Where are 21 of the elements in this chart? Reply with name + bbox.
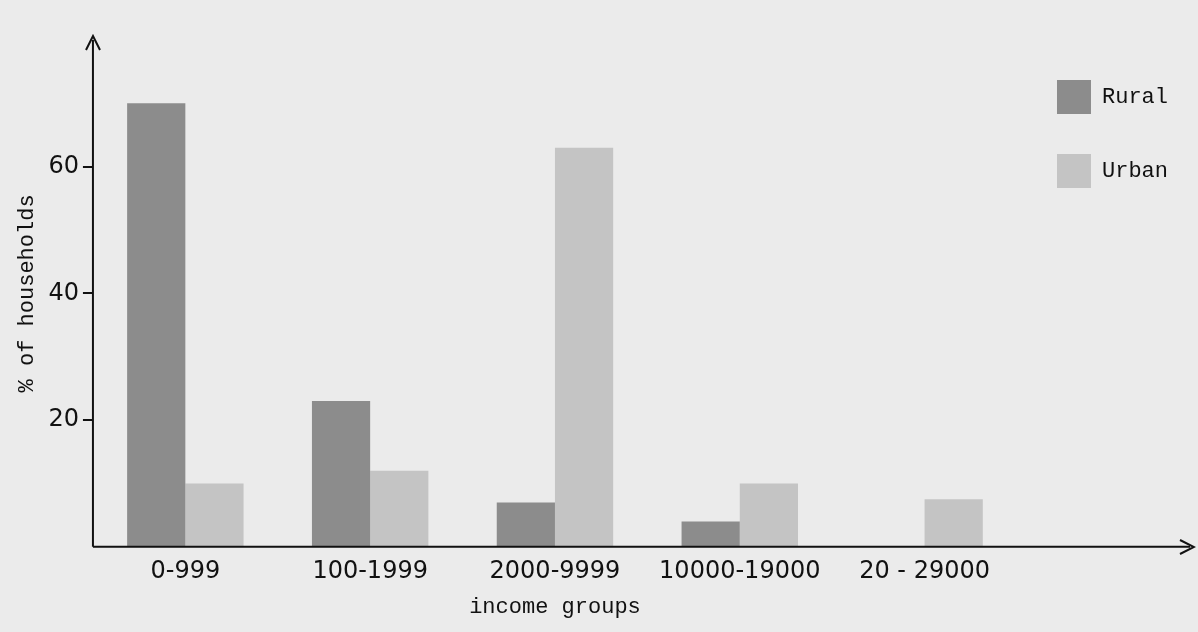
x-tick-label: 20 - 29000 xyxy=(859,556,990,585)
bar xyxy=(739,483,798,547)
y-tick-label: 60 xyxy=(48,150,79,179)
legend-label: Rural xyxy=(1101,84,1168,110)
x-tick-label: 0-999 xyxy=(150,556,221,585)
bar xyxy=(185,483,244,547)
bar xyxy=(370,470,429,547)
x-tick-label: 10000-19000 xyxy=(659,556,821,585)
y-tick-label: 40 xyxy=(48,277,79,306)
x-axis-title: income groups xyxy=(469,594,641,620)
y-tick-label: 20 xyxy=(48,404,79,433)
bar xyxy=(311,401,371,547)
legend-label: Urban xyxy=(1101,158,1168,184)
bar xyxy=(554,147,614,547)
bar xyxy=(924,499,983,547)
bar xyxy=(496,502,555,547)
y-axis-title: % of households xyxy=(15,194,41,393)
bar xyxy=(681,521,740,547)
x-tick-label: 100-1999 xyxy=(312,556,428,585)
x-tick-label: 2000-9999 xyxy=(489,556,621,585)
bar xyxy=(127,103,186,547)
